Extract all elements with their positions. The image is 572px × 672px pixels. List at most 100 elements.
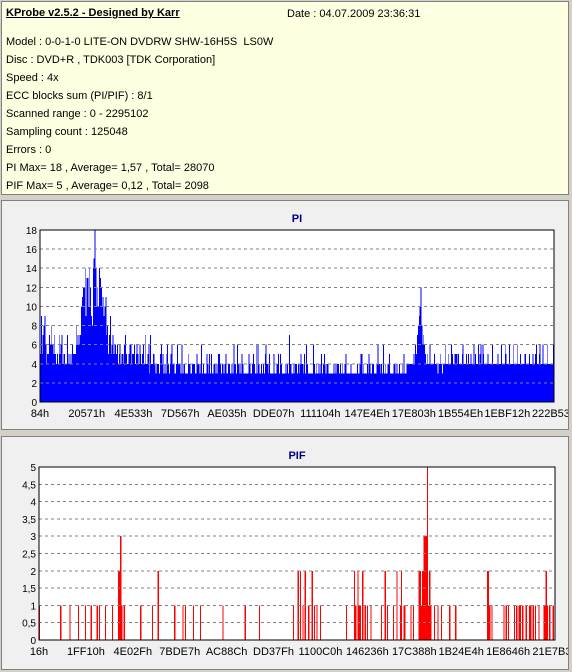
pi-bar xyxy=(463,363,465,402)
pi-bar xyxy=(481,363,483,402)
pi-bar xyxy=(204,373,206,402)
pi-xtick-label: DDE07h xyxy=(253,408,295,420)
pi-bar xyxy=(476,363,477,402)
pi-bar xyxy=(398,373,400,402)
pi-bar xyxy=(58,335,60,402)
pi-chart: PI 0 2 4 6 8 10 12 14 16 18 84h 20571h 4E533h 7D567h AE… xyxy=(26,213,568,420)
pif-xtick-label: 1B24E4h xyxy=(439,646,484,658)
pi-ytick-label: 4 xyxy=(31,360,37,371)
pi-bar xyxy=(67,354,69,402)
pif-ytick-label: 3 xyxy=(30,532,36,543)
pi-ytick-label: 18 xyxy=(26,226,38,237)
pi-bar xyxy=(325,373,327,402)
pi-bar xyxy=(209,354,211,402)
pi-bar xyxy=(497,354,499,402)
pi-bar xyxy=(79,335,81,402)
pi-bar xyxy=(80,335,82,402)
pi-bar xyxy=(266,363,268,402)
pi-bar xyxy=(382,344,384,402)
pi-bar xyxy=(468,363,470,402)
pif-xtick-label: 17C388h xyxy=(392,646,437,658)
pi-ytick-label: 16 xyxy=(26,245,38,256)
pi-bar xyxy=(338,363,340,402)
pi-bar xyxy=(190,373,192,402)
pi-bar xyxy=(383,373,385,402)
pi-bar xyxy=(356,373,357,402)
pi-xtick-label: 7D567h xyxy=(161,408,200,420)
pi-axes xyxy=(39,229,555,403)
pi-bar xyxy=(129,344,131,402)
pi-bar xyxy=(413,354,415,402)
pi-bar xyxy=(542,344,544,402)
pi-bar xyxy=(409,363,411,402)
pi-bar xyxy=(248,354,250,402)
pi-bar xyxy=(517,344,519,402)
pi-bar xyxy=(84,268,86,402)
pif-bar xyxy=(140,605,142,640)
pi-bar xyxy=(92,268,94,402)
pi-bar xyxy=(175,373,177,402)
pif-bar xyxy=(366,605,369,640)
pi-bar xyxy=(328,373,330,402)
pi-bar xyxy=(102,296,104,402)
pi-bar xyxy=(139,344,141,402)
pi-chart-panel: PI 0 2 4 6 8 10 12 14 16 18 84h 20571h 4E533h 7D567h AE… xyxy=(1,200,569,430)
pi-bar xyxy=(305,344,307,402)
pi-bar xyxy=(142,344,144,402)
pi-bar xyxy=(264,354,266,402)
pi-bar xyxy=(159,354,161,402)
pi-bar xyxy=(549,363,551,402)
pi-bar xyxy=(224,363,226,402)
pif-ytick-label: 3,5 xyxy=(22,515,36,526)
pi-bar xyxy=(353,373,355,402)
pi-bar xyxy=(532,354,534,402)
pi-bar xyxy=(170,354,172,402)
pi-bar xyxy=(354,373,356,402)
pi-bar xyxy=(275,373,277,402)
pif-bar xyxy=(222,605,224,640)
pi-bar xyxy=(89,268,91,402)
pi-xtick-label: AE035h xyxy=(207,408,246,420)
pi-bar xyxy=(451,344,452,402)
pi-bar xyxy=(529,363,531,402)
pi-bar xyxy=(169,363,171,402)
pi-bar xyxy=(348,373,349,402)
pi-bar xyxy=(365,373,366,402)
pi-bar xyxy=(188,363,190,402)
pi-bar xyxy=(440,354,442,402)
pi-bar xyxy=(366,363,368,402)
pi-bar xyxy=(208,373,210,402)
pi-bar xyxy=(403,354,405,402)
pif-bar xyxy=(419,570,422,640)
pi-bar xyxy=(223,373,225,402)
pi-bar xyxy=(151,363,153,402)
pif-bar xyxy=(319,605,322,640)
pi-bar xyxy=(331,373,333,402)
pi-bar xyxy=(96,306,98,402)
pif-bar xyxy=(308,605,310,640)
pi-bar xyxy=(47,354,49,402)
pif-bar xyxy=(529,605,531,640)
pi-bar xyxy=(270,373,272,402)
pi-bar xyxy=(271,373,272,402)
pif-bar xyxy=(545,570,547,640)
pif-xtick-label: AC88Ch xyxy=(206,646,248,658)
pif-bar xyxy=(552,605,554,640)
pif-bar xyxy=(422,570,424,640)
pi-bar xyxy=(420,287,422,402)
pi-bar xyxy=(305,373,306,402)
pi-bar xyxy=(155,373,157,402)
pi-bar xyxy=(301,363,303,402)
pi-bar xyxy=(158,363,160,402)
pif-bar xyxy=(120,536,122,640)
pi-bar xyxy=(217,373,219,402)
pif-bar xyxy=(151,605,154,640)
pi-bar xyxy=(361,354,363,402)
pi-bar xyxy=(232,373,234,402)
pi-bar xyxy=(371,373,373,402)
pi-bar xyxy=(489,363,491,402)
pi-bar xyxy=(447,363,449,402)
pif-bar xyxy=(421,605,423,640)
pi-bar xyxy=(399,363,400,402)
pi-bar xyxy=(314,373,316,402)
